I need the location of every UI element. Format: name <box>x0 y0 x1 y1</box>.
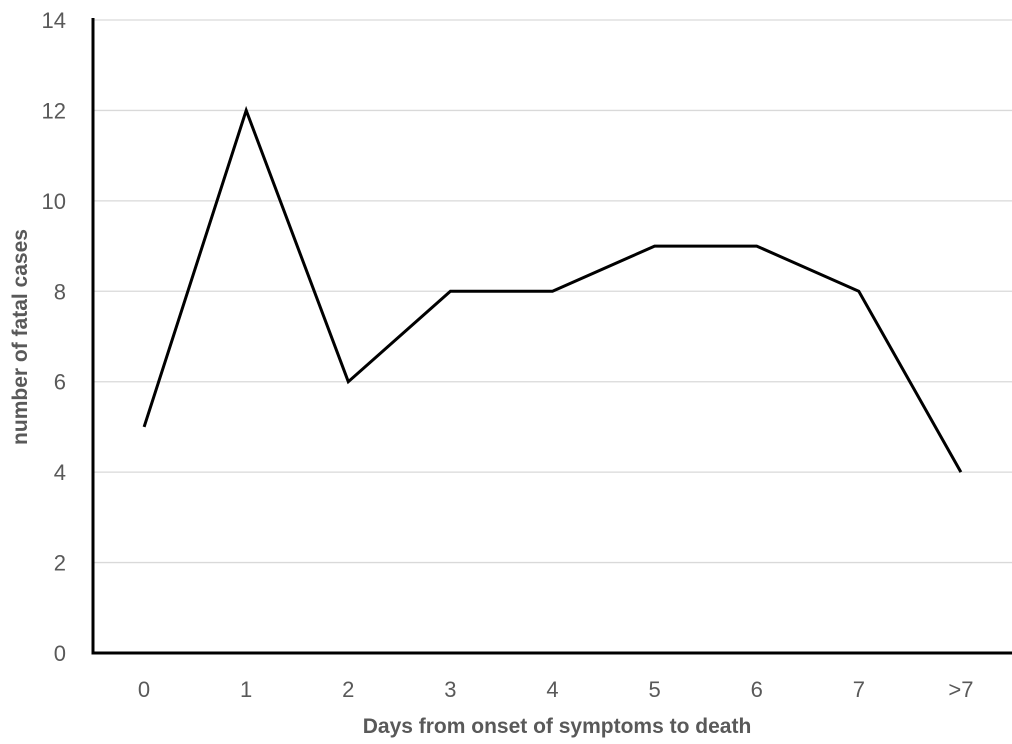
x-tick-label: 3 <box>444 677 456 702</box>
x-tick-label: 7 <box>853 677 865 702</box>
y-tick-label: 6 <box>54 370 66 395</box>
data-point <box>857 289 861 293</box>
data-point <box>346 380 350 384</box>
series <box>142 105 963 474</box>
y-tick-label: 12 <box>42 98 66 123</box>
data-point <box>448 289 452 293</box>
x-axis-title: Days from onset of symptoms to death <box>363 715 752 738</box>
x-tick-label: >7 <box>948 677 973 702</box>
y-tick-labels: 0 2 4 6 8 10 12 14 <box>42 8 66 666</box>
y-tick-label: 4 <box>54 460 66 485</box>
data-point <box>244 108 248 112</box>
x-tick-labels: 0 1 2 3 4 5 6 7 >7 <box>138 677 974 702</box>
x-tick-label: 4 <box>546 677 558 702</box>
data-point <box>755 244 759 248</box>
data-point <box>959 470 963 474</box>
data-point <box>551 289 555 293</box>
axes <box>91 18 1012 655</box>
x-tick-label: 0 <box>138 677 150 702</box>
x-tick-label: 2 <box>342 677 354 702</box>
y-tick-label: 2 <box>54 551 66 576</box>
y-axis-title: number of fatal cases <box>9 229 32 445</box>
x-tick-label: 5 <box>648 677 660 702</box>
y-tick-label: 10 <box>42 189 66 214</box>
y-tick-label: 8 <box>54 279 66 304</box>
y-tick-label: 0 <box>54 641 66 666</box>
data-point <box>653 244 657 248</box>
x-tick-label: 1 <box>240 677 252 702</box>
x-tick-label: 6 <box>751 677 763 702</box>
data-point <box>142 425 146 429</box>
y-tick-label: 14 <box>42 8 66 33</box>
series-line <box>142 105 963 473</box>
